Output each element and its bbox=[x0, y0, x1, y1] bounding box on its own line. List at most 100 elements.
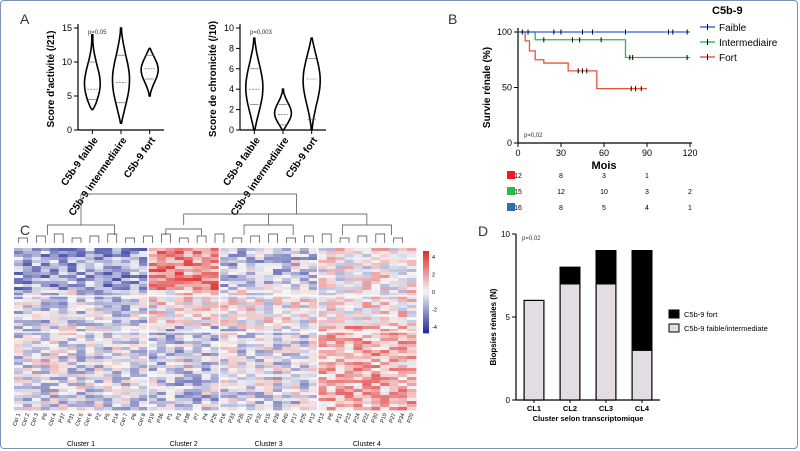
heatmap-cell bbox=[398, 335, 408, 339]
heatmap-cell bbox=[148, 263, 158, 267]
heatmap-cell bbox=[58, 359, 68, 363]
heatmap-cell bbox=[130, 305, 140, 309]
heatmap-cell bbox=[121, 305, 131, 309]
heatmap-column-label: Ctrl 8 bbox=[137, 413, 147, 427]
heatmap-cell bbox=[308, 302, 319, 306]
heatmap-cell bbox=[210, 377, 220, 381]
bar-category-label: CL1 bbox=[527, 404, 541, 413]
heatmap-cell bbox=[40, 356, 51, 360]
heatmap-cell bbox=[130, 395, 140, 399]
heatmap-cell bbox=[398, 302, 408, 306]
heatmap-cell bbox=[156, 377, 167, 381]
heatmap-cell bbox=[201, 374, 211, 378]
heatmap-cell bbox=[317, 305, 328, 309]
heatmap-cell bbox=[353, 380, 363, 384]
heatmap-cell bbox=[273, 365, 283, 369]
heatmap-cell bbox=[282, 350, 292, 354]
heatmap-cell bbox=[264, 347, 274, 351]
heatmap-cell bbox=[85, 347, 95, 351]
heatmap-cell bbox=[165, 263, 176, 267]
heatmap-cell bbox=[380, 314, 390, 318]
heatmap-cell bbox=[210, 398, 220, 402]
heatmap-cell bbox=[58, 290, 68, 294]
heatmap-cell bbox=[31, 368, 42, 372]
heatmap-cell bbox=[273, 356, 283, 360]
heatmap-cell bbox=[326, 362, 336, 366]
heatmap-cell bbox=[130, 347, 140, 351]
heatmap-cell bbox=[317, 341, 328, 345]
heatmap-cell bbox=[67, 251, 77, 255]
heatmap-cluster-label: Cluster 3 bbox=[255, 441, 283, 448]
heatmap-cell bbox=[290, 263, 301, 267]
heatmap-cell bbox=[40, 257, 51, 261]
heatmap-cell bbox=[174, 347, 185, 351]
heatmap-cell bbox=[94, 254, 104, 258]
heatmap-cell bbox=[255, 260, 265, 264]
heatmap-cell bbox=[246, 386, 256, 390]
heatmap-cell bbox=[407, 335, 417, 339]
heatmap-cell bbox=[380, 362, 390, 366]
heatmap-cell bbox=[67, 389, 77, 393]
heatmap-cell bbox=[264, 386, 274, 390]
heatmap-cell bbox=[255, 401, 265, 405]
heatmap-cell bbox=[255, 371, 265, 375]
heatmap-cell bbox=[237, 305, 247, 309]
heatmap-cell bbox=[264, 350, 274, 354]
heatmap-cell bbox=[237, 311, 247, 315]
heatmap-cell bbox=[228, 389, 238, 393]
heatmap-cell bbox=[31, 269, 42, 273]
heatmap-cell bbox=[228, 278, 238, 282]
colorbar-segment bbox=[423, 278, 429, 282]
heatmap-cell bbox=[407, 374, 417, 378]
heatmap-cell bbox=[389, 386, 399, 390]
heatmap-cell bbox=[67, 368, 77, 372]
heatmap-cell bbox=[121, 302, 131, 306]
heatmap-cell bbox=[130, 338, 140, 342]
heatmap-cell bbox=[201, 404, 211, 408]
heatmap-cell bbox=[67, 332, 77, 336]
heatmap-cell bbox=[237, 290, 247, 294]
heatmap-cell bbox=[335, 275, 345, 279]
heatmap-cell bbox=[40, 278, 51, 282]
heatmap-cell bbox=[130, 377, 140, 381]
heatmap-cell bbox=[353, 290, 363, 294]
heatmap-cell bbox=[22, 368, 33, 372]
heatmap-cell bbox=[210, 329, 220, 333]
heatmap-cell bbox=[246, 380, 256, 384]
heatmap-cell bbox=[139, 389, 149, 393]
heatmap-cell bbox=[335, 248, 345, 252]
heatmap-cell bbox=[49, 374, 60, 378]
heatmap-cell bbox=[264, 368, 274, 372]
heatmap-cell bbox=[40, 350, 51, 354]
heatmap-cell bbox=[228, 266, 238, 270]
heatmap-cell bbox=[264, 377, 274, 381]
heatmap-cell bbox=[192, 272, 202, 276]
heatmap-cell bbox=[317, 317, 328, 321]
heatmap-cell bbox=[174, 368, 185, 372]
heatmap-cell bbox=[380, 383, 390, 387]
heatmap-cell bbox=[398, 338, 408, 342]
heatmap-cell bbox=[31, 383, 42, 387]
heatmap-cell bbox=[148, 251, 158, 255]
heatmap-cell bbox=[326, 281, 336, 285]
heatmap-cell bbox=[326, 320, 336, 324]
colorbar-segment bbox=[423, 305, 429, 309]
heatmap-cell bbox=[299, 392, 310, 396]
heatmap-cell bbox=[353, 317, 363, 321]
heatmap-cell bbox=[389, 377, 399, 381]
heatmap-cell bbox=[389, 383, 399, 387]
heatmap-cell bbox=[22, 353, 33, 357]
heatmap-cell bbox=[174, 326, 185, 330]
heatmap-cell bbox=[58, 287, 68, 291]
heatmap-cell bbox=[335, 353, 345, 357]
heatmap-cell bbox=[130, 314, 140, 318]
heatmap-cell bbox=[353, 362, 363, 366]
heatmap-cell bbox=[362, 269, 372, 273]
heatmap-cell bbox=[49, 371, 60, 375]
heatmap-cell bbox=[308, 257, 319, 261]
heatmap-cell bbox=[148, 281, 158, 285]
heatmap-cell bbox=[58, 395, 68, 399]
heatmap-cell bbox=[228, 347, 238, 351]
heatmap-cell bbox=[264, 341, 274, 345]
heatmap-cell bbox=[282, 299, 292, 303]
